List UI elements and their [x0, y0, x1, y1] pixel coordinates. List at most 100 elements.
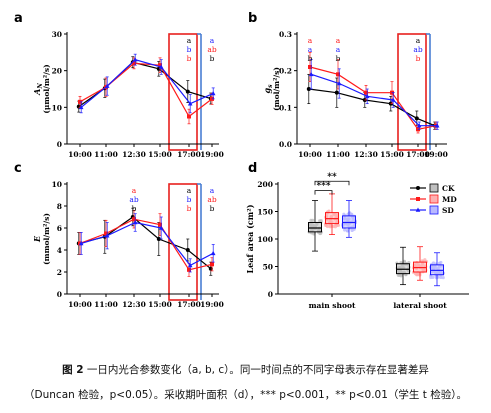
data-point-MD [158, 222, 162, 227]
series-line-CK [308, 88, 436, 127]
y-axis-label: Leaf area (cm²) [245, 204, 255, 273]
caption-line-1: 图 2 一日内光合参数变化（a, b, c）。同一时间点的不同字母表示存在显著差… [0, 362, 491, 377]
panel-d: 0 50 100 150 200 main shoot lateral shoot Leaf … [245, 161, 469, 310]
significance-letter: a [187, 36, 192, 45]
x-tick-label: 12:30 [122, 300, 146, 309]
panel-label: a [14, 11, 23, 26]
significance-letter: b [187, 54, 192, 63]
significance-letter: ab [129, 195, 138, 204]
highlight-red-box [397, 33, 427, 151]
data-point-SD [158, 225, 164, 230]
box-CK [308, 222, 322, 233]
data-point-SD [78, 104, 84, 110]
data-point-CK [334, 90, 339, 95]
caption-figure-number: 图 2 [62, 364, 84, 376]
significance-letter: ab [413, 45, 422, 54]
significance-letter: a [187, 186, 192, 195]
y-tick-label: 0.2 [279, 67, 292, 76]
data-point-SD [104, 233, 110, 238]
legend-marker-MD [416, 197, 420, 201]
jitter-point-SD [437, 261, 442, 265]
panel-a: 0 10 20 30 10:00 11:00 12:30 15:00 17:00 19:00 AN(… [14, 11, 224, 159]
data-point-CK [185, 89, 190, 94]
jitter-point-MD [335, 223, 339, 228]
y-tick-label: 10 [52, 103, 62, 112]
significance-letter: ab [207, 45, 216, 54]
y-tick-label: 50 [263, 263, 273, 272]
panel-b: 0.0 0.1 0.2 0.3 10:00 11:00 12:30 15:00 17:0019:… [248, 11, 448, 159]
data-point-CK [156, 237, 161, 241]
jitter-point-SD [350, 228, 354, 233]
highlight-red-box [168, 183, 198, 301]
y-tick-label: 0 [57, 290, 62, 299]
data-point-SD [187, 101, 193, 106]
y-tick-label: 200 [257, 180, 273, 189]
significance-bracket [314, 190, 333, 195]
data-point-SD [132, 220, 138, 225]
y-tick-label: 0 [268, 290, 273, 299]
significance-bracket [314, 180, 350, 186]
significance-letter: ab [207, 195, 216, 204]
data-point-MD [132, 61, 136, 66]
legend-box-CK [429, 183, 439, 193]
series-line-MD [309, 66, 437, 130]
legend-box-MD [429, 194, 439, 204]
y-tick-label: 0.0 [279, 140, 292, 149]
legend-label: SD [442, 206, 454, 215]
data-point-SD [132, 57, 138, 62]
x-tick-label: 17:00 [177, 300, 201, 309]
jitter-point-SD [345, 229, 350, 233]
significance-letter: a [336, 36, 341, 45]
x-tick-label: 11:00 [94, 150, 118, 159]
data-point-MD [364, 90, 368, 95]
data-point-SD [390, 97, 396, 102]
x-tick-label: 19:00 [200, 150, 224, 159]
jitter-point-SD [429, 275, 433, 280]
caption-text-1: 一日内光合参数变化（a, b, c）。同一时间点的不同字母表示存在显著差异 [86, 364, 429, 376]
series-line-CK [78, 61, 211, 108]
x-tick-label: 15:00 [148, 300, 172, 309]
data-point-CK [306, 87, 311, 91]
x-tick-label: 10:00 [68, 150, 92, 159]
legend-marker-CK [416, 186, 420, 190]
x-tick-label: 10:00 [298, 150, 322, 159]
jitter-point-CK [311, 218, 315, 222]
x-tick-label: 15:00 [148, 150, 172, 159]
x-tick-label: 19:00 [424, 150, 448, 159]
y-tick-label: 20 [52, 67, 62, 76]
significance-letter: a [308, 36, 313, 45]
significance-letter: a [210, 186, 215, 195]
data-point-MD [187, 114, 191, 119]
y-axis-label: AN [32, 83, 44, 96]
data-point-SD [104, 83, 110, 88]
y-tick-label: 0.3 [279, 30, 292, 39]
y-tick-label: 0 [57, 140, 62, 149]
series-line-SD [80, 58, 214, 108]
data-point-SD [308, 71, 314, 77]
y-axis-unit: (mmol/m²/s) [42, 213, 51, 265]
panel-c: 0 2 4 6 8 10 10:00 11:00 12:30 15:00 17:00 19:00 E (m… [14, 161, 224, 309]
x-tick-label: 11:00 [326, 150, 350, 159]
x-tick-label: 19:00 [200, 300, 224, 309]
caption-text-2: （Duncan 检验，p<0.05）。采收期叶面积（d），*** p<0.001… [24, 389, 467, 401]
significance-letter: b [308, 54, 313, 63]
data-point-CK [414, 116, 419, 121]
data-point-MD [187, 267, 191, 272]
jitter-point-MD [413, 272, 417, 276]
jitter-point-CK [402, 259, 407, 263]
data-point-SD [416, 123, 422, 128]
y-axis-label: gs [262, 84, 274, 94]
x-tick-label: 17:00 [406, 150, 430, 159]
data-point-MD [308, 65, 312, 69]
x-tick-label: 12:30 [354, 150, 378, 159]
y-tick-label: 2 [57, 268, 62, 277]
legend-label: CK [442, 184, 455, 193]
x-tick-label: 17:00 [177, 150, 201, 159]
data-point-SD [78, 240, 84, 246]
y-axis-unit: (mol/m²/s) [272, 67, 281, 111]
significance-letter: a [132, 186, 137, 195]
legend-box-SD [429, 205, 439, 215]
data-point-SD [434, 123, 440, 128]
series-line-MD [79, 62, 213, 118]
highlight-red-box [168, 33, 198, 151]
